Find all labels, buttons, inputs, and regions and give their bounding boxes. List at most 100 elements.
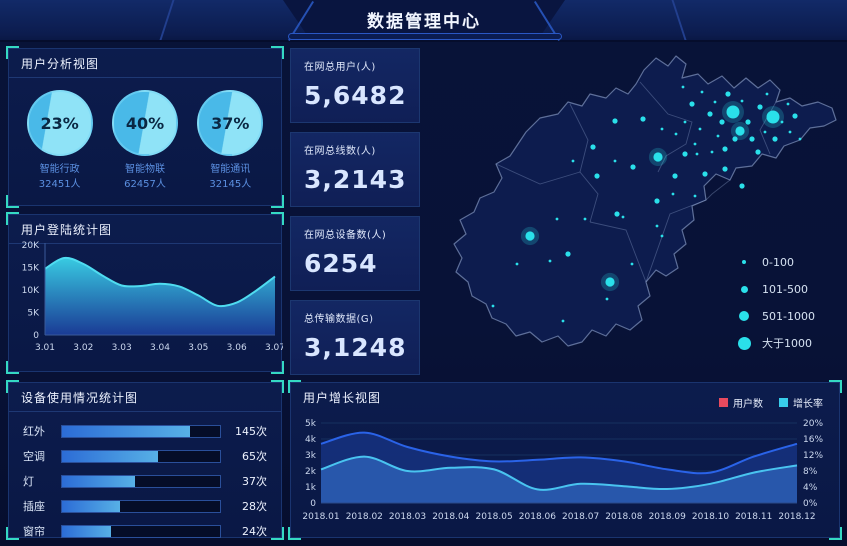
svg-text:2018.09: 2018.09 bbox=[649, 512, 686, 522]
corner-bracket-icon bbox=[271, 195, 284, 208]
corner-bracket-icon bbox=[829, 527, 842, 540]
login-area-chart[interactable]: 0 5K 10K 15K 20K 3.01 3.02 3.03 3.04 3.05 3.06 3.07 bbox=[9, 239, 283, 371]
bar-row[interactable]: 红外 145次 bbox=[23, 422, 267, 440]
corner-bracket-icon bbox=[829, 380, 842, 393]
svg-text:0: 0 bbox=[33, 331, 39, 341]
bar-label: 窗帘 bbox=[23, 525, 45, 538]
corner-bracket-icon bbox=[6, 527, 19, 540]
svg-text:3k: 3k bbox=[305, 451, 317, 461]
svg-text:8%: 8% bbox=[803, 467, 818, 477]
svg-text:20K: 20K bbox=[22, 241, 40, 251]
bar-value: 37次 bbox=[242, 475, 267, 488]
legend-swatch-icon bbox=[779, 398, 788, 407]
panel-title: 用户分析视图 bbox=[9, 49, 281, 78]
bar-row[interactable]: 灯 37次 bbox=[23, 472, 267, 490]
stat-card-column: 在网总用户(人) 5,6482 在网总线数(人) 3,2143 在网总设备数(人) 625… bbox=[290, 48, 420, 375]
svg-text:3.04: 3.04 bbox=[150, 343, 170, 353]
svg-text:4k: 4k bbox=[305, 435, 317, 445]
svg-text:2018.06: 2018.06 bbox=[519, 512, 556, 522]
stat-value: 3,1248 bbox=[304, 333, 407, 362]
corner-bracket-icon bbox=[6, 212, 19, 225]
corner-bracket-icon bbox=[6, 380, 19, 393]
svg-text:2018.08: 2018.08 bbox=[605, 512, 642, 522]
panel-user-growth: 用户增长视图 用户数 增长率 0 0% 1k 4% 2k 8% 3k 12% 4k 16% 5k 20%… bbox=[288, 380, 842, 540]
legend-item[interactable]: 增长率 bbox=[779, 395, 823, 410]
svg-text:2018.10: 2018.10 bbox=[692, 512, 729, 522]
header: 数据管理中心 bbox=[0, 0, 847, 42]
bar-fill bbox=[62, 450, 159, 462]
bar-track bbox=[61, 524, 221, 538]
stat-card: 总传输数据(G) 3,1248 bbox=[290, 300, 420, 375]
gauge-label: 智能通讯 32145人 bbox=[209, 164, 252, 190]
svg-text:20%: 20% bbox=[803, 419, 823, 429]
bar-label: 灯 bbox=[23, 475, 34, 488]
gauge-circle: 23% bbox=[26, 90, 93, 156]
bar-track bbox=[61, 449, 221, 463]
legend-swatch-icon bbox=[719, 398, 728, 407]
svg-text:3.07: 3.07 bbox=[265, 343, 283, 353]
legend-dot-icon bbox=[736, 285, 752, 293]
header-notch-left bbox=[159, 0, 175, 40]
legend-label: 用户数 bbox=[733, 399, 763, 410]
svg-text:4%: 4% bbox=[803, 483, 818, 493]
corner-bracket-icon bbox=[271, 361, 284, 374]
legend-dot-icon bbox=[736, 311, 752, 321]
legend-label: 增长率 bbox=[793, 399, 823, 410]
bar-label: 空调 bbox=[23, 450, 45, 463]
bar-fill bbox=[62, 475, 135, 487]
bar-row[interactable]: 空调 65次 bbox=[23, 447, 267, 465]
legend-item[interactable]: 用户数 bbox=[719, 395, 763, 410]
liquid-gauge[interactable]: 23% 智能行政 32451人 bbox=[20, 88, 100, 192]
legend-label: 101-500 bbox=[762, 282, 808, 296]
panel-title: 用户登陆统计图 bbox=[9, 215, 281, 244]
legend-dot-icon bbox=[736, 260, 752, 264]
corner-bracket-icon bbox=[6, 46, 19, 59]
corner-bracket-icon bbox=[271, 212, 284, 225]
bar-label: 红外 bbox=[23, 425, 45, 438]
corner-bracket-icon bbox=[288, 527, 301, 540]
liquid-gauge[interactable]: 40% 智能物联 62457人 bbox=[105, 88, 185, 192]
growth-area-chart[interactable]: 0 0% 1k 4% 2k 8% 3k 12% 4k 16% 5k 20% 2018.01 2018.02… bbox=[291, 411, 841, 537]
svg-text:2018.04: 2018.04 bbox=[432, 512, 469, 522]
svg-text:1k: 1k bbox=[305, 483, 317, 493]
bar-value: 28次 bbox=[242, 500, 267, 513]
legend-dot-icon bbox=[736, 336, 752, 350]
bar-value: 65次 bbox=[242, 450, 267, 463]
corner-bracket-icon bbox=[271, 527, 284, 540]
panel-device-usage: 设备使用情况统计图 红外 145次空调 65次灯 37次插座 28次窗帘 24次 bbox=[6, 380, 284, 540]
svg-text:2018.05: 2018.05 bbox=[475, 512, 512, 522]
stat-label: 在网总线数(人) bbox=[304, 146, 376, 157]
svg-text:3.03: 3.03 bbox=[112, 343, 132, 353]
svg-text:2018.03: 2018.03 bbox=[389, 512, 426, 522]
stat-value: 3,2143 bbox=[304, 165, 407, 194]
gauge-label: 智能物联 62457人 bbox=[124, 164, 166, 190]
svg-text:2018.11: 2018.11 bbox=[735, 512, 772, 522]
bar-fill bbox=[62, 500, 121, 512]
growth-chart-legend: 用户数 增长率 bbox=[719, 395, 823, 410]
svg-text:5k: 5k bbox=[305, 419, 317, 429]
bar-row[interactable]: 插座 28次 bbox=[23, 497, 267, 515]
svg-text:10K: 10K bbox=[22, 286, 40, 296]
header-notch-right bbox=[671, 0, 687, 40]
map-legend: 0-100 101-500 501-1000 大于1000 bbox=[736, 252, 815, 360]
stat-value: 6254 bbox=[304, 249, 378, 278]
legend-label: 501-1000 bbox=[762, 309, 815, 323]
stat-card: 在网总设备数(人) 6254 bbox=[290, 216, 420, 291]
liquid-gauge[interactable]: 37% 智能通讯 32145人 bbox=[190, 88, 270, 192]
svg-text:3.02: 3.02 bbox=[73, 343, 93, 353]
svg-text:15K: 15K bbox=[22, 264, 40, 274]
panel-title: 用户增长视图 bbox=[303, 391, 382, 405]
stat-value: 5,6482 bbox=[304, 81, 407, 110]
bar-row[interactable]: 窗帘 24次 bbox=[23, 522, 267, 540]
svg-text:2018.01: 2018.01 bbox=[302, 512, 339, 522]
province-map[interactable] bbox=[430, 44, 842, 378]
bar-value: 24次 bbox=[242, 525, 267, 538]
bar-fill bbox=[62, 425, 190, 437]
svg-text:2k: 2k bbox=[305, 467, 317, 477]
panel-title: 设备使用情况统计图 bbox=[9, 383, 281, 412]
device-bar-chart[interactable]: 红外 145次空调 65次灯 37次插座 28次窗帘 24次 bbox=[9, 412, 281, 540]
corner-bracket-icon bbox=[6, 195, 19, 208]
svg-text:2018.12: 2018.12 bbox=[778, 512, 815, 522]
stat-card: 在网总线数(人) 3,2143 bbox=[290, 132, 420, 207]
